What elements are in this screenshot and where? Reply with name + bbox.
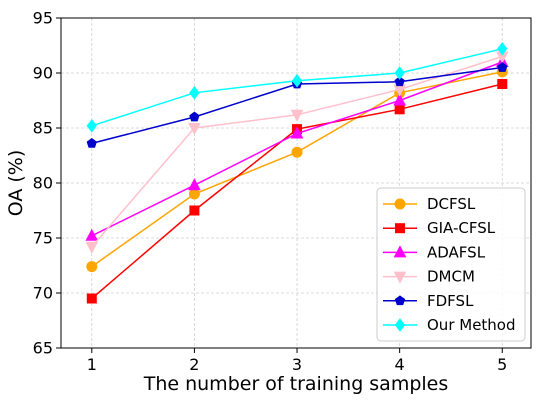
legend-item-fdfsl: FDFSL — [383, 292, 474, 310]
data-point-dcfsl — [86, 261, 98, 273]
series-dcfsl — [86, 66, 508, 273]
x-tick-label: 2 — [189, 355, 199, 374]
legend-item-adafsl: ADAFSL — [383, 243, 486, 261]
data-point-adafsl — [290, 126, 304, 139]
legend-label: FDFSL — [427, 292, 474, 310]
y-tick-label: 85 — [33, 119, 53, 138]
data-point-fdfsl — [86, 137, 97, 148]
legend-item-dmcm: DMCM — [383, 268, 475, 286]
y-tick-label: 75 — [33, 229, 53, 248]
data-point-our-method — [394, 66, 405, 80]
data-point-adafsl — [393, 93, 406, 106]
legend-marker — [394, 318, 406, 332]
series-group — [85, 41, 509, 304]
data-point-gia-cfsl — [86, 293, 97, 304]
legend-marker — [393, 271, 407, 284]
data-point-dcfsl — [291, 146, 303, 158]
axis-ticks: 65 70 75 80 85 90 95 1 2 3 4 5 — [33, 9, 508, 375]
data-point-gia-cfsl — [394, 104, 405, 115]
data-point-adafsl — [85, 228, 99, 241]
data-point-our-method — [291, 73, 303, 88]
legend-marker — [394, 295, 406, 306]
data-point-dcfsl — [188, 188, 200, 200]
data-point-fdfsl — [497, 62, 508, 72]
data-point-dmcm — [188, 123, 201, 136]
x-axis-label: The number of training samples — [143, 373, 449, 395]
legend-marker — [393, 245, 407, 258]
legend-label: DMCM — [427, 268, 475, 286]
data-point-adafsl — [188, 178, 201, 191]
legend-box — [376, 187, 526, 342]
y-tick-label: 70 — [33, 284, 53, 303]
data-point-fdfsl — [394, 76, 405, 87]
data-point-dmcm — [85, 241, 99, 254]
data-point-gia-cfsl — [497, 79, 508, 89]
legend-label: ADAFSL — [427, 243, 486, 261]
legend-label: Our Method — [427, 316, 516, 334]
data-point-fdfsl — [189, 111, 200, 122]
legend-label: GIA-CFSL — [427, 219, 496, 237]
data-point-dmcm — [290, 109, 304, 122]
x-tick-label: 1 — [87, 355, 97, 374]
y-tick-label: 95 — [33, 9, 53, 28]
legend: DCFSL GIA-CFSL ADAFSL DMCM FDFSL Our Method — [376, 187, 526, 342]
data-point-our-method — [189, 85, 200, 100]
series-adafsl — [85, 54, 509, 241]
series-our-method — [86, 41, 508, 133]
y-tick-label: 90 — [33, 64, 53, 83]
x-tick-label: 4 — [395, 355, 405, 374]
legend-item-gia-cfsl: GIA-CFSL — [383, 219, 496, 237]
legend-marker — [395, 223, 405, 234]
legend-label: DCFSL — [427, 195, 476, 213]
y-tick-label: 65 — [33, 339, 53, 358]
series-dmcm — [85, 51, 509, 254]
y-axis-label: OA (%) — [5, 150, 27, 217]
x-tick-label: 5 — [497, 355, 507, 374]
data-point-our-method — [86, 118, 97, 133]
y-tick-label: 80 — [33, 174, 53, 193]
x-tick-label: 3 — [292, 355, 302, 374]
legend-marker — [394, 198, 406, 210]
legend-item-our-method: Our Method — [383, 316, 516, 334]
data-point-our-method — [497, 41, 508, 56]
legend-item-dcfsl: DCFSL — [383, 195, 476, 213]
data-point-gia-cfsl — [189, 205, 200, 216]
